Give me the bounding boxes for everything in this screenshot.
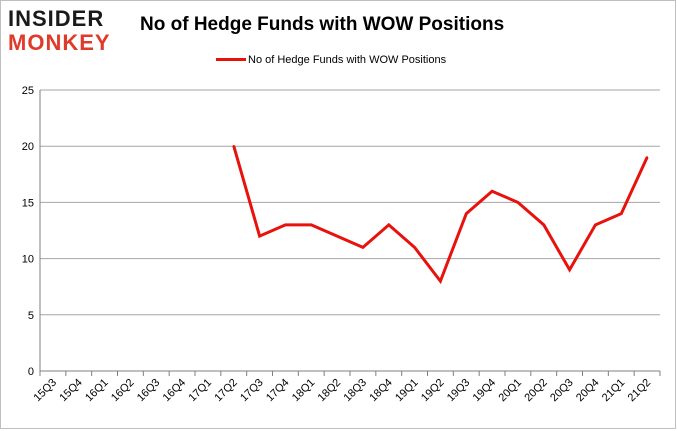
x-tick-label: 20Q4	[574, 377, 602, 405]
x-tick-label: 19Q3	[445, 377, 473, 405]
x-tick-label: 18Q4	[367, 377, 395, 405]
x-tick-label: 16Q2	[109, 377, 137, 405]
data-point	[439, 279, 442, 283]
data-point	[361, 246, 365, 249]
x-tick-label: 17Q4	[264, 377, 292, 405]
x-tick-label: 15Q4	[57, 377, 85, 405]
y-tick-label: 15	[22, 197, 34, 209]
x-tick-label: 18Q2	[316, 377, 344, 405]
x-tick-label: 17Q1	[187, 377, 215, 405]
legend-swatch	[216, 57, 246, 61]
data-point	[516, 201, 520, 204]
data-point	[310, 223, 313, 227]
data-point	[490, 189, 494, 193]
data-point	[335, 234, 339, 238]
logo-line-monkey: MONKEY	[8, 30, 111, 55]
x-tick-label: 20Q3	[548, 377, 576, 405]
y-tick-label: 0	[28, 366, 34, 378]
data-point	[413, 246, 416, 249]
data-point	[542, 223, 545, 227]
data-point	[387, 223, 390, 227]
data-point	[620, 212, 623, 215]
x-tick-label: 19Q2	[419, 377, 447, 405]
data-point	[465, 212, 468, 215]
insider-monkey-logo: INSIDER MONKEY	[8, 6, 126, 56]
x-tick-label: 21Q2	[626, 377, 654, 405]
data-point	[594, 223, 597, 227]
x-tick-label: 20Q1	[497, 377, 525, 405]
y-tick-label: 5	[28, 310, 34, 322]
x-tick-label: 18Q1	[290, 377, 318, 405]
x-tick-label: 17Q3	[238, 377, 266, 405]
x-tick-label: 17Q2	[212, 377, 240, 405]
x-tick-label: 16Q3	[135, 377, 163, 405]
logo-line-insider: INSIDER	[8, 6, 105, 31]
x-tick-label: 18Q3	[342, 377, 370, 405]
data-point	[568, 268, 571, 272]
chart-title: No of Hedge Funds with WOW Positions	[140, 14, 505, 35]
data-point	[258, 234, 261, 238]
x-tick-label: 19Q4	[471, 377, 499, 405]
y-tick-label: 20	[22, 141, 34, 153]
x-tick-label: 16Q4	[161, 377, 189, 405]
x-tick-label: 20Q2	[522, 377, 550, 405]
x-tick-label: 15Q3	[32, 377, 60, 405]
y-tick-label: 10	[22, 254, 34, 266]
data-point	[645, 156, 649, 159]
series-line	[232, 145, 649, 285]
y-tick-label: 25	[22, 85, 34, 97]
data-point	[232, 145, 235, 148]
x-tick-label: 16Q1	[83, 377, 111, 405]
x-tick-label: 19Q1	[393, 377, 421, 405]
x-tick-label: 21Q1	[600, 377, 628, 405]
legend: No of Hedge Funds with WOW Positions	[216, 54, 446, 70]
legend-label: No of Hedge Funds with WOW Positions	[248, 54, 447, 66]
data-point	[284, 223, 287, 227]
